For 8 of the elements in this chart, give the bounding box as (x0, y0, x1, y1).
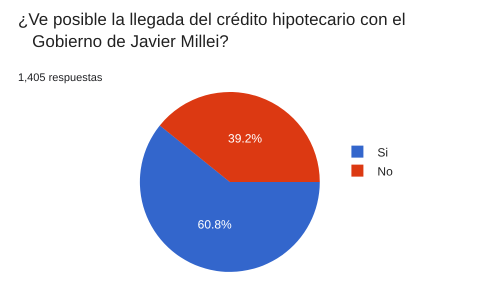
legend-label: No (377, 164, 394, 178)
chart-title: ¿Ve posible la llegada del crédito hipotecario con el Gobierno de Javier Millei? (18, 10, 406, 52)
data-label: 39.2% (228, 131, 262, 146)
pie-slice (160, 92, 320, 182)
data-label: 60.8% (198, 217, 232, 232)
pie-slice (140, 125, 320, 272)
chart-subtitle: 1,405 respuestas (18, 72, 103, 84)
legend-label: Si (377, 145, 388, 160)
